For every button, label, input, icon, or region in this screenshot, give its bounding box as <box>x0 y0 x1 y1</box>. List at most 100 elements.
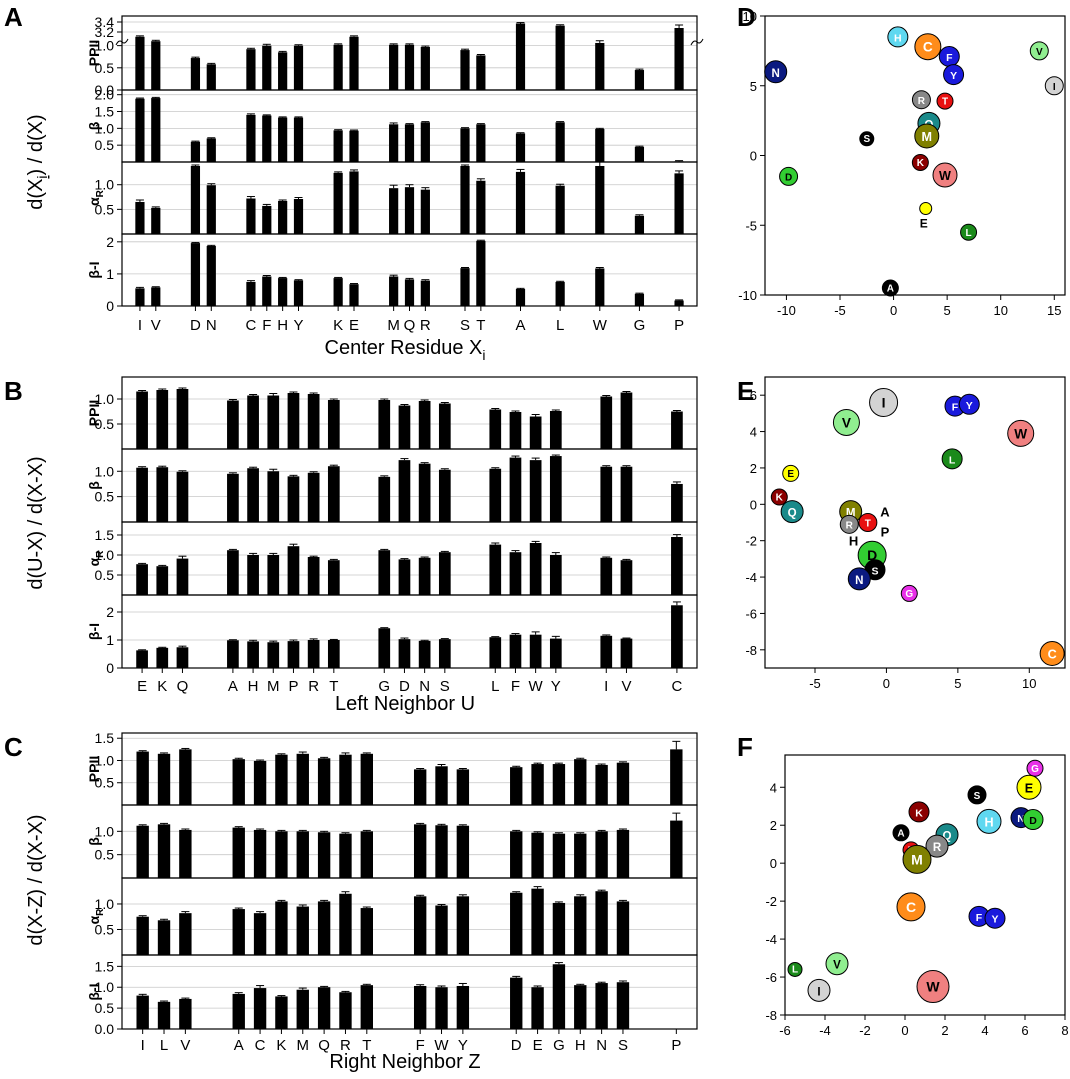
panel-letter-D: D <box>737 2 756 32</box>
panel-B-row-3-bar-T <box>327 640 340 668</box>
panel-E-xtick-label: 10 <box>1022 676 1036 691</box>
panel-C-row-1-bar-Y <box>456 825 470 878</box>
panel-A-xtick-label-Y: Y <box>293 317 303 334</box>
panel-B-row-3-bar-F <box>509 634 522 668</box>
panel-A-row-2-bar-Y <box>293 199 304 234</box>
panel-B-row-2-bar-W <box>529 543 542 595</box>
panel-A-row-0-bar-N <box>206 64 216 90</box>
panel-C-row-2-bar-M <box>296 906 309 955</box>
panel-B-row-label-1: β <box>86 481 102 490</box>
panel-B-row-1-ytick-label: 1.0 <box>95 463 115 479</box>
panel-E-point-label-R: R <box>846 520 854 531</box>
panel-A-row-2-ytick-label: 0.5 <box>95 201 115 217</box>
panel-C-xtick-label-K: K <box>276 1037 286 1054</box>
panel-B-row-2-ytick-label: 0.5 <box>95 567 115 583</box>
panel-F-point-label-Y: Y <box>991 914 998 926</box>
panel-E-point-E <box>782 464 800 482</box>
panel-A-row-label-1: β <box>86 121 102 130</box>
panel-C-row-2-bar-E <box>531 888 544 955</box>
panel-D-point-S <box>859 131 875 147</box>
panel-C-row-2-bar-C <box>253 913 267 955</box>
panel-D-ytick-label: -10 <box>738 288 757 303</box>
panel-D-ytick-label: -5 <box>745 218 757 233</box>
panel-C-row-3-frame <box>121 954 698 1030</box>
panel-C-row-1-bar-F <box>413 824 427 878</box>
panel-A-row-1-bar-L <box>555 122 565 162</box>
panel-B-row-1-bar-E <box>136 467 148 522</box>
panel-C-row-3-bar-S <box>616 982 630 1029</box>
panel-C-row-2-bar-W <box>435 905 448 955</box>
panel-C-row-1-bar-Q <box>317 832 331 878</box>
panel-B-row-3-bar-V <box>620 638 633 668</box>
panel-F-frame <box>784 754 1066 1016</box>
panel-A-xtick-label-T: T <box>476 317 485 334</box>
panel-A-row-2-bar-T <box>476 180 486 234</box>
panel-C-row-2-bar-G <box>552 902 566 955</box>
panel-D-point-C <box>914 33 942 61</box>
panel-F-point-R <box>925 834 949 858</box>
panel-A-row-1-bar-N <box>206 138 216 162</box>
panel-D-point-label-W: W <box>939 169 951 183</box>
panel-E-annotation-H: H <box>849 534 858 549</box>
panel-E-xtick-label: 0 <box>883 676 890 691</box>
panel-C-xtick-label-T: T <box>362 1037 371 1054</box>
panel-E-point-label-L: L <box>949 454 956 466</box>
panel-A-row-0-bar-C <box>246 49 256 90</box>
panel-D-xtick-label: 10 <box>993 303 1007 318</box>
panel-C-row-3-bar-L <box>157 1001 171 1029</box>
panel-C-row-1-bar-L <box>157 824 171 878</box>
panel-A-row-3-bar-C <box>246 281 256 306</box>
panel-E-ytick-label: -6 <box>745 606 757 621</box>
panel-E-point-label-M: M <box>846 508 856 520</box>
panel-C-xtick-label-L: L <box>160 1037 168 1054</box>
panel-A-row-1-bar-R <box>420 122 430 162</box>
panel-B-row-0-bar-F <box>509 412 522 449</box>
panel-A-xtick-label-F: F <box>262 317 271 334</box>
panel-D-point-label-M: M <box>922 130 933 144</box>
panel-F-point-C <box>896 892 926 922</box>
panel-C-xtick-label-A: A <box>234 1037 244 1054</box>
panel-C-row-0-bar-I <box>136 751 149 805</box>
panel-C-row-0-bar-D <box>510 767 523 805</box>
panel-A-ylabel: d(Xi) / d(X) <box>25 114 50 209</box>
panel-D-point-label-H: H <box>894 32 902 44</box>
panel-C-row-1-bar-W <box>435 825 448 878</box>
panel-D-point-N <box>764 60 788 84</box>
panel-C-row-2-bar-S <box>616 901 630 955</box>
panel-F-point-H <box>976 808 1002 834</box>
panel-D-point-label-R: R <box>918 96 926 107</box>
panel-F-point-K <box>908 801 930 823</box>
panel-A-row-3-bar-L <box>555 281 565 306</box>
panel-B-xtick-label-M: M <box>267 678 280 695</box>
panel-F-ytick-label: -6 <box>765 970 777 985</box>
plots-layer: 0.00.51.03.43.2PPII0.51.01.52.0β0.51.0αR… <box>86 9 1069 1054</box>
panel-A-row-1-ytick-label: 2.0 <box>95 87 115 103</box>
panel-C-row-3-bar-H <box>574 985 587 1029</box>
panel-letter-B: B <box>4 376 23 406</box>
panel-A-row-0-bar-H <box>278 52 288 90</box>
panel-C-xtick-label-P: P <box>671 1037 681 1054</box>
panel-D-point-label-E: E <box>920 217 928 231</box>
panel-letter-F: F <box>737 732 753 762</box>
panel-A-row-1-ytick-label: 1.5 <box>95 104 115 120</box>
panel-E-point-label-I: I <box>882 394 886 410</box>
panel-C-row-label-3: β-I <box>86 983 102 1000</box>
panel-F-point-L <box>787 961 803 977</box>
panel-C-row-3-bar-K <box>275 996 288 1029</box>
panel-F-ytick-label: 0 <box>770 856 777 871</box>
panel-A-row-2-bar-P <box>674 173 684 234</box>
panel-F-point-label-G: G <box>1031 764 1039 775</box>
panel-B-row-2-bar-K <box>156 566 169 595</box>
panel-D-point-Y <box>943 64 965 86</box>
panel-E-ytick-label: -2 <box>745 534 757 549</box>
panel-A-row-3-bar-F <box>262 276 272 306</box>
panel-C-row-3-bar-I <box>136 995 149 1029</box>
panel-B-row-2-bar-P <box>287 546 300 595</box>
panel-A-row-1-bar-D <box>190 141 201 162</box>
panel-F-xtick-label: 4 <box>981 1023 988 1038</box>
panel-B-row-1-bar-A <box>227 473 239 522</box>
panel-C-row-1-bar-S <box>616 829 630 878</box>
panel-B-row-0-bar-G <box>378 400 391 449</box>
panel-E-point-C <box>1039 640 1065 666</box>
panel-A-row-1-bar-M <box>389 124 399 162</box>
